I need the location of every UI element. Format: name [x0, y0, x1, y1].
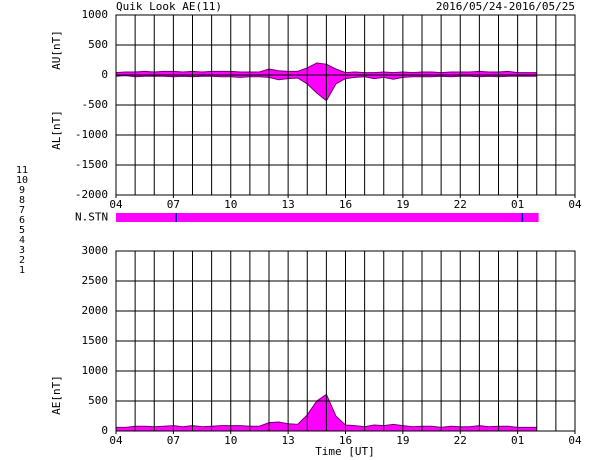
- y-tick-label: 2000: [82, 304, 109, 317]
- x-tick-label: 01: [511, 434, 524, 447]
- x-tick-label: 13: [282, 198, 295, 211]
- plot-border: [115, 14, 576, 196]
- y-axis-label: AU[nT]: [50, 30, 63, 70]
- y-axis-label: AL[nT]: [50, 110, 63, 150]
- x-tick-label: 22: [454, 434, 467, 447]
- x-tick-label: 07: [167, 434, 180, 447]
- legend-label: 4: [19, 235, 25, 246]
- x-axis-label: Time [UT]: [315, 445, 375, 458]
- legend-label: 2: [19, 255, 25, 266]
- legend-label: 1: [19, 265, 25, 276]
- y-tick-label: 1000: [82, 8, 109, 21]
- y-axis-label: AE[nT]: [50, 375, 63, 415]
- x-tick-label: 04: [109, 434, 123, 447]
- x-tick-label: 19: [396, 434, 409, 447]
- x-tick-label: 16: [339, 198, 352, 211]
- y-tick-label: 1500: [82, 334, 109, 347]
- y-tick-label: 1000: [82, 364, 109, 377]
- date-range: 2016/05/24-2016/05/25: [436, 0, 575, 13]
- y-tick-label: 3000: [82, 244, 109, 257]
- station-segment: [116, 213, 176, 222]
- x-tick-label: 07: [167, 198, 180, 211]
- legend-label: 8: [19, 195, 25, 206]
- station-label: N.STN: [75, 211, 108, 224]
- legend-label: 9: [19, 185, 25, 196]
- y-tick-label: 500: [88, 394, 108, 407]
- y-tick-label: 500: [88, 38, 108, 51]
- y-tick-label: -500: [82, 98, 109, 111]
- station-segment: [175, 213, 178, 222]
- station-segment: [177, 213, 522, 222]
- station-segment: [523, 213, 539, 222]
- y-tick-label: 0: [101, 68, 108, 81]
- station-segment: [521, 213, 524, 222]
- y-tick-label: -2000: [75, 188, 108, 201]
- legend-label: 11: [16, 165, 28, 176]
- plot-border: [115, 250, 576, 432]
- x-tick-label: 04: [568, 434, 582, 447]
- x-tick-label: 04: [568, 198, 582, 211]
- y-tick-label: 0: [101, 424, 108, 437]
- x-tick-label: 10: [224, 434, 237, 447]
- x-tick-label: 13: [282, 434, 295, 447]
- legend-label: 3: [19, 245, 25, 256]
- x-tick-label: 22: [454, 198, 467, 211]
- x-tick-label: 04: [109, 198, 123, 211]
- chart-title: Quik Look AE(11): [116, 0, 222, 13]
- x-tick-label: 19: [396, 198, 409, 211]
- y-tick-label: 2500: [82, 274, 109, 287]
- legend-label: 7: [19, 205, 25, 216]
- legend-label: 5: [19, 225, 25, 236]
- x-tick-label: 10: [224, 198, 237, 211]
- legend-label: 6: [19, 215, 25, 226]
- legend-label: 10: [16, 175, 28, 186]
- y-tick-label: -1000: [75, 128, 108, 141]
- x-tick-label: 16: [339, 434, 352, 447]
- y-tick-label: -1500: [75, 158, 108, 171]
- x-tick-label: 01: [511, 198, 524, 211]
